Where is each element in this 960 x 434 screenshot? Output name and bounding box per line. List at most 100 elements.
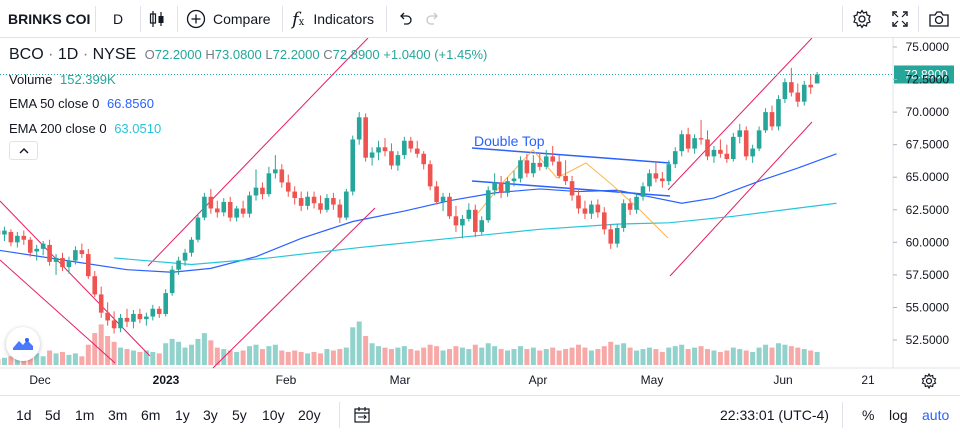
price-axis: 75.000072.500070.000067.500065.000062.50… [893,40,949,347]
divider [95,6,96,32]
volume-bar [254,345,259,365]
volume-bar [628,348,633,365]
candle-body [2,231,7,235]
range-button-3m[interactable]: 3m [108,396,127,434]
collapse-legend-button[interactable] [9,141,38,160]
volume-bar [105,336,110,365]
volume-bar [408,349,413,365]
time-tick-label: 2023 [153,373,180,387]
date-range-button[interactable] [353,396,371,434]
candle-body [705,139,710,156]
candle-body [344,192,349,218]
candle-body [286,182,291,191]
volume-bar [453,346,458,365]
ema200-label: EMA 200 close 0 [9,121,107,136]
candle-body [163,293,168,314]
symbol-search-input[interactable]: BRINKS COI [8,0,94,38]
redo-button[interactable] [424,0,442,38]
candle-body [312,197,317,204]
volume-bar [621,343,626,365]
compare-button[interactable]: Compare [186,0,271,38]
volume-bar [608,342,613,365]
volume-bar [112,342,117,365]
candle-body [92,276,97,294]
ema50-value: 66.8560 [107,96,154,111]
candle-body [73,250,78,260]
auto-toggle[interactable]: auto [922,396,949,434]
volume-bar [782,345,787,365]
candle-body [692,138,697,148]
price-tick-label: 72.5000 [906,73,950,87]
range-button-1y[interactable]: 1y [175,396,190,434]
percent-toggle[interactable]: % [862,396,874,434]
indicators-button[interactable]: fx Indicators [292,0,374,38]
candle-body [338,205,343,218]
candle-body [112,320,117,328]
volume-bar [344,348,349,365]
volume-bar [544,349,549,365]
range-button-10y[interactable]: 10y [262,396,285,434]
candle-body [789,82,794,92]
candle-body [434,186,439,202]
range-button-5y[interactable]: 5y [232,396,247,434]
log-toggle[interactable]: log [889,396,908,434]
time-text: 22:33:01 (UTC-4) [720,407,829,423]
candle-body [280,169,285,182]
range-button-1m[interactable]: 1m [75,396,94,434]
candle-body [157,309,162,314]
legend-dot: · [83,46,88,63]
range-button-1d[interactable]: 1d [16,396,32,434]
candle-body [299,198,304,206]
range-button-6m[interactable]: 6m [141,396,160,434]
legend-exchange: NYSE [93,46,137,63]
candle-body [557,162,562,176]
candle-body [428,164,433,186]
volume-bar [595,349,600,365]
undo-button[interactable] [396,0,414,38]
candle-body [679,134,684,151]
candle-body [486,190,491,220]
price-chart[interactable]: Double Top72.890075.000072.500070.000067… [0,38,960,395]
high-label: H [205,47,214,62]
volume-bar [447,349,452,365]
candle-body [86,254,91,276]
volume-bar [602,346,607,365]
candle-body [151,309,156,317]
open-value: 72.2000 [155,47,202,62]
volume-bar [0,359,1,365]
range-button-3y[interactable]: 3y [203,396,218,434]
fullscreen-button[interactable] [891,0,909,38]
volume-bar [41,356,46,365]
candle-body [331,198,336,205]
candle-body [357,117,362,139]
volume-bar [686,349,691,365]
candle-body [15,236,20,243]
volume-bar [576,345,581,365]
candle-body [499,182,504,192]
volume-bar [757,348,762,365]
volume-bar [789,346,794,365]
candle-body [737,130,742,137]
ema50-label: EMA 50 close 0 [9,96,99,111]
chart-type-button[interactable] [148,0,166,38]
volume-bar [815,352,820,365]
range-button-5d[interactable]: 5d [45,396,61,434]
compare-label: Compare [213,11,271,27]
candle-body [441,197,446,202]
price-tick-label: 75.0000 [906,40,950,54]
volume-bar [763,345,768,365]
interval-button[interactable]: D [113,0,123,38]
candle-body [447,197,452,217]
settings-button[interactable] [852,0,872,38]
volume-bar [241,351,246,366]
snapshot-button[interactable] [928,0,950,38]
candle-body [647,173,652,186]
candle-body [396,155,401,165]
logo-button[interactable] [6,327,40,361]
volume-bar [86,345,91,365]
candle-body [686,134,691,148]
clock-display[interactable]: 22:33:01 (UTC-4) [720,396,829,434]
range-button-20y[interactable]: 20y [298,396,321,434]
volume-bar [737,349,742,365]
